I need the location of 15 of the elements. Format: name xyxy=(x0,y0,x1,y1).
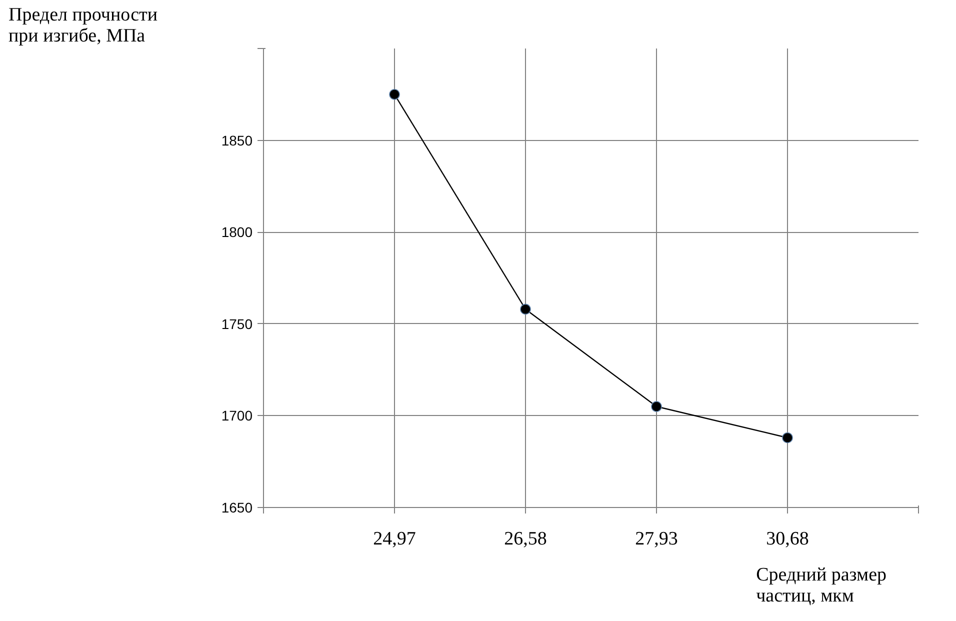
y-tick-label: 1700 xyxy=(221,408,253,424)
point xyxy=(520,304,531,315)
x-axis-title: Средний размер частиц, мкм xyxy=(756,564,887,606)
x-tick-label: 27,93 xyxy=(635,528,678,550)
y-tick-label: 1800 xyxy=(221,224,253,240)
point xyxy=(389,89,400,100)
x-tick-label: 26,58 xyxy=(504,528,547,550)
point xyxy=(651,401,662,412)
point xyxy=(782,432,793,444)
x-tick-label: 24,97 xyxy=(373,528,416,550)
y-tick-label: 1650 xyxy=(221,500,253,516)
x-tick-label: 30,68 xyxy=(766,528,809,550)
y-tick-label: 1850 xyxy=(221,132,253,148)
y-axis-title: Предел прочности при изгибе, МПа xyxy=(8,4,158,46)
y-tick-label: 1750 xyxy=(221,316,253,332)
